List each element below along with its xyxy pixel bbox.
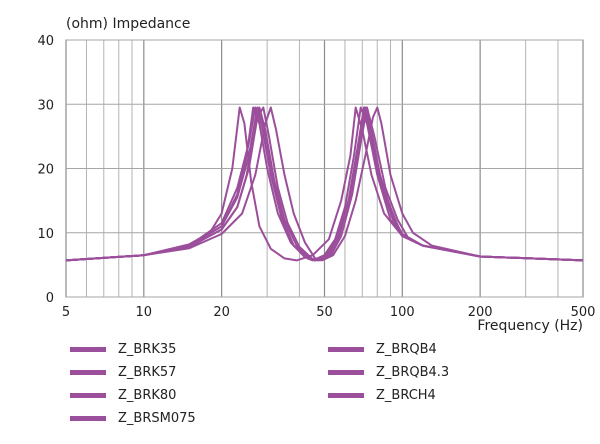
x-tick-label: 100 bbox=[390, 305, 415, 320]
legend-swatch bbox=[328, 369, 364, 375]
legend-swatch bbox=[70, 346, 106, 352]
y-tick-label: 10 bbox=[37, 227, 54, 242]
series-line-6 bbox=[65, 106, 584, 262]
y-tick-label: 20 bbox=[37, 163, 54, 178]
legend-swatch bbox=[70, 369, 106, 375]
legend-item: Z_BRQB4 bbox=[328, 340, 437, 358]
x-tick-label: 50 bbox=[316, 305, 333, 320]
legend-label: Z_BRK80 bbox=[118, 387, 177, 403]
legend-item: Z_BRK57 bbox=[70, 363, 176, 381]
legend-label: Z_BRCH4 bbox=[376, 387, 436, 403]
legend-swatch bbox=[328, 346, 364, 352]
y-tick-label: 30 bbox=[37, 98, 54, 113]
x-tick-label: 200 bbox=[468, 305, 493, 320]
legend-item: Z_BRCH4 bbox=[328, 386, 436, 404]
x-tick-label: 5 bbox=[62, 305, 70, 320]
legend-label: Z_BRQB4 bbox=[376, 341, 437, 357]
y-tick-labels: 0 10 20 30 40 bbox=[37, 34, 54, 306]
legend-item: Z_BRQB4.3 bbox=[328, 363, 449, 381]
legend-swatch bbox=[328, 392, 364, 398]
legend-label: Z_BRSM075 bbox=[118, 410, 196, 426]
legend-label: Z_BRK57 bbox=[118, 364, 177, 380]
impedance-series bbox=[65, 106, 584, 262]
legend-item: Z_BRK35 bbox=[70, 340, 176, 358]
x-tick-labels: 5 10 20 50 100 200 500 bbox=[62, 305, 596, 320]
y-axis-label: (ohm) Impedance bbox=[66, 16, 190, 32]
legend-swatch bbox=[70, 415, 106, 421]
y-tick-label: 0 bbox=[46, 291, 54, 306]
x-tick-label: 500 bbox=[571, 305, 596, 320]
x-tick-label: 20 bbox=[213, 305, 230, 320]
y-tick-label: 40 bbox=[37, 34, 54, 49]
x-axis-label: Frequency (Hz) bbox=[477, 318, 583, 334]
legend-item: Z_BRK80 bbox=[70, 386, 176, 404]
legend-item: Z_BRSM075 bbox=[70, 409, 196, 427]
series-line-3 bbox=[65, 106, 584, 262]
x-tick-label: 10 bbox=[136, 305, 153, 320]
legend-swatch bbox=[70, 392, 106, 398]
series-line-5 bbox=[65, 106, 584, 262]
legend-label: Z_BRK35 bbox=[118, 341, 177, 357]
legend-label: Z_BRQB4.3 bbox=[376, 364, 450, 380]
